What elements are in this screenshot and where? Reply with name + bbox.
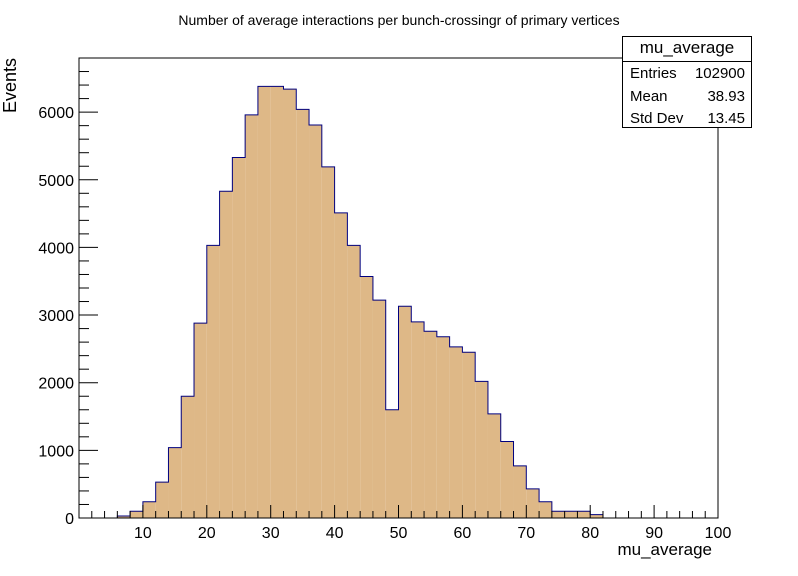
histogram-bar: [372, 300, 386, 518]
histogram-bar: [321, 166, 335, 519]
stats-row-stddev: Std Dev 13.45: [623, 107, 751, 130]
y-tick-label: 5000: [38, 173, 74, 190]
histogram-bar: [334, 212, 348, 519]
x-tick-label: 50: [390, 525, 408, 542]
histogram-bar: [590, 514, 603, 518]
y-tick-label: 1000: [38, 443, 74, 460]
stats-value: 102900: [694, 65, 745, 82]
histogram-bar: [219, 191, 233, 518]
histogram-bar: [347, 245, 361, 518]
histogram-bar: [283, 89, 297, 518]
histogram-bar: [551, 511, 565, 518]
y-tick-label: 0: [65, 511, 74, 528]
x-tick-label: 20: [198, 525, 216, 542]
x-axis-label: mu_average: [617, 540, 712, 559]
histogram-bar: [142, 501, 156, 518]
histogram-bar: [436, 336, 450, 518]
histogram-bar: [181, 396, 195, 518]
histogram-bar: [232, 157, 246, 519]
histogram-bar: [155, 482, 169, 518]
histogram-bar: [526, 488, 540, 518]
y-tick-label: 6000: [38, 105, 74, 122]
x-axis: 10 20 30 40 50 60 70 80 90 100: [91, 505, 732, 542]
stats-title: mu_average: [623, 37, 751, 62]
stats-label: Std Dev: [630, 110, 684, 127]
stats-value: 13.45: [707, 110, 745, 127]
stats-label: Mean: [630, 87, 668, 105]
stats-label: Entries: [630, 65, 677, 82]
x-tick-label: 40: [326, 525, 344, 542]
histogram-bar: [168, 447, 182, 518]
x-tick-label: 100: [705, 525, 732, 542]
histogram-bar: [475, 381, 488, 518]
histogram-bar: [130, 511, 143, 518]
stats-row-mean: Mean 38.93: [623, 85, 751, 108]
histogram-bar: [296, 109, 310, 518]
x-tick-label: 70: [517, 525, 535, 542]
x-tick-label: 30: [262, 525, 280, 542]
y-tick-label: 3000: [38, 308, 74, 325]
histogram-bar: [577, 511, 591, 518]
histogram-bar: [245, 114, 258, 518]
histogram-bar: [564, 511, 578, 518]
histogram-bar: [309, 124, 322, 519]
stats-row-entries: Entries 102900: [623, 62, 751, 85]
histogram-bars: [117, 86, 603, 519]
chart-title: Number of average interactions per bunch…: [178, 12, 619, 28]
histogram-outline: [116, 85, 604, 518]
histogram-bar: [449, 346, 463, 518]
stats-value: 38.93: [707, 87, 745, 105]
histogram-bar: [360, 276, 373, 518]
histogram-bar: [424, 331, 437, 518]
histogram-bar: [487, 413, 501, 518]
histogram-bar: [257, 86, 271, 518]
y-tick-label: 4000: [38, 240, 74, 257]
x-tick-label: 90: [645, 525, 663, 542]
histogram-bar: [500, 441, 514, 518]
histogram-bar: [411, 321, 425, 518]
histogram-bar: [539, 501, 552, 518]
histogram-bar: [194, 323, 207, 518]
stats-box: mu_average Entries 102900 Mean 38.93 Std…: [622, 36, 752, 128]
histogram-bar: [462, 352, 476, 518]
histogram-bar: [513, 465, 527, 518]
x-tick-label: 80: [581, 525, 599, 542]
x-tick-label: 10: [134, 525, 152, 542]
y-axis: 0 1000 2000 3000 4000 5000 6000: [38, 57, 98, 528]
histogram-bar: [385, 409, 399, 518]
histogram-bar: [398, 306, 412, 518]
x-tick-label: 60: [454, 525, 472, 542]
histogram-bar: [270, 86, 284, 518]
histogram-bar: [117, 515, 131, 518]
histogram-bar: [206, 245, 220, 518]
y-tick-label: 2000: [38, 376, 74, 393]
y-axis-label: Events: [0, 58, 20, 113]
